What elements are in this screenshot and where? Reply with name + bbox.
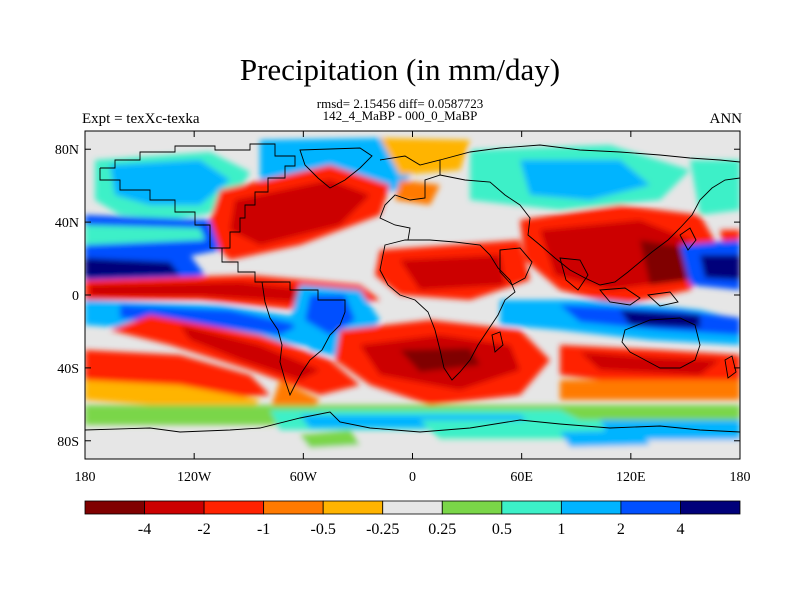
colorbar-swatch xyxy=(84,500,145,515)
comparison-line: 142_4_MaBP - 000_0_MaBP xyxy=(322,108,478,123)
lon-tick-label: 120E xyxy=(616,470,646,485)
colorbar-swatch xyxy=(322,500,384,515)
coastlines xyxy=(85,143,740,433)
lat-tick-label: 0 xyxy=(72,289,79,304)
lon-tick-label: 120W xyxy=(177,470,212,485)
colorbar-label: 4 xyxy=(676,521,684,538)
colorbar-label: 0.5 xyxy=(492,521,512,538)
colorbar-label: 2 xyxy=(617,521,625,538)
season-label: ANN xyxy=(709,111,743,127)
lon-tick-label: 0 xyxy=(409,470,416,485)
colorbar-swatch xyxy=(620,500,681,515)
colorbar-label: -0.25 xyxy=(366,521,399,538)
colorbar-swatch xyxy=(144,500,205,515)
lon-tick-label: 180 xyxy=(75,470,96,485)
colorbar-swatch xyxy=(441,500,503,515)
lat-tick-label: 40N xyxy=(55,216,79,231)
page-title: Precipitation (in mm/day) xyxy=(239,52,561,87)
colorbar: -4 -2 -1 -0.5 -0.25 0.25 0.5 1 2 4 xyxy=(84,500,741,538)
colorbar-swatch xyxy=(263,500,324,515)
colorbar-label: -1 xyxy=(257,521,270,538)
lat-tick-label: 40S xyxy=(57,362,79,377)
stats-line: rmsd= 2.15456 diff= 0.0587723 xyxy=(316,96,484,111)
colorbar-label: -2 xyxy=(197,521,210,538)
colorbar-swatch xyxy=(560,500,622,515)
colorbar-label: -4 xyxy=(138,521,151,538)
precip-field xyxy=(85,131,740,459)
colorbar-label: 0.25 xyxy=(428,521,456,538)
axis-ticks: 180 120W 60W 0 60E 120E 180 80N 40N 0 40S 80S xyxy=(55,131,751,485)
colorbar-swatch xyxy=(680,500,741,515)
lon-tick-label: 180 xyxy=(730,470,751,485)
colorbar-swatch xyxy=(382,500,443,515)
colorbar-label: 1 xyxy=(557,521,565,538)
colorbar-swatch xyxy=(501,500,562,515)
experiment-label: Expt = texXc-texka xyxy=(82,111,200,127)
lon-tick-label: 60W xyxy=(290,470,318,485)
colorbar-label: -0.5 xyxy=(311,521,336,538)
lat-tick-label: 80S xyxy=(57,435,79,450)
lon-tick-label: 60E xyxy=(510,470,533,485)
lat-tick-label: 80N xyxy=(55,143,79,158)
colorbar-swatch xyxy=(203,500,265,515)
